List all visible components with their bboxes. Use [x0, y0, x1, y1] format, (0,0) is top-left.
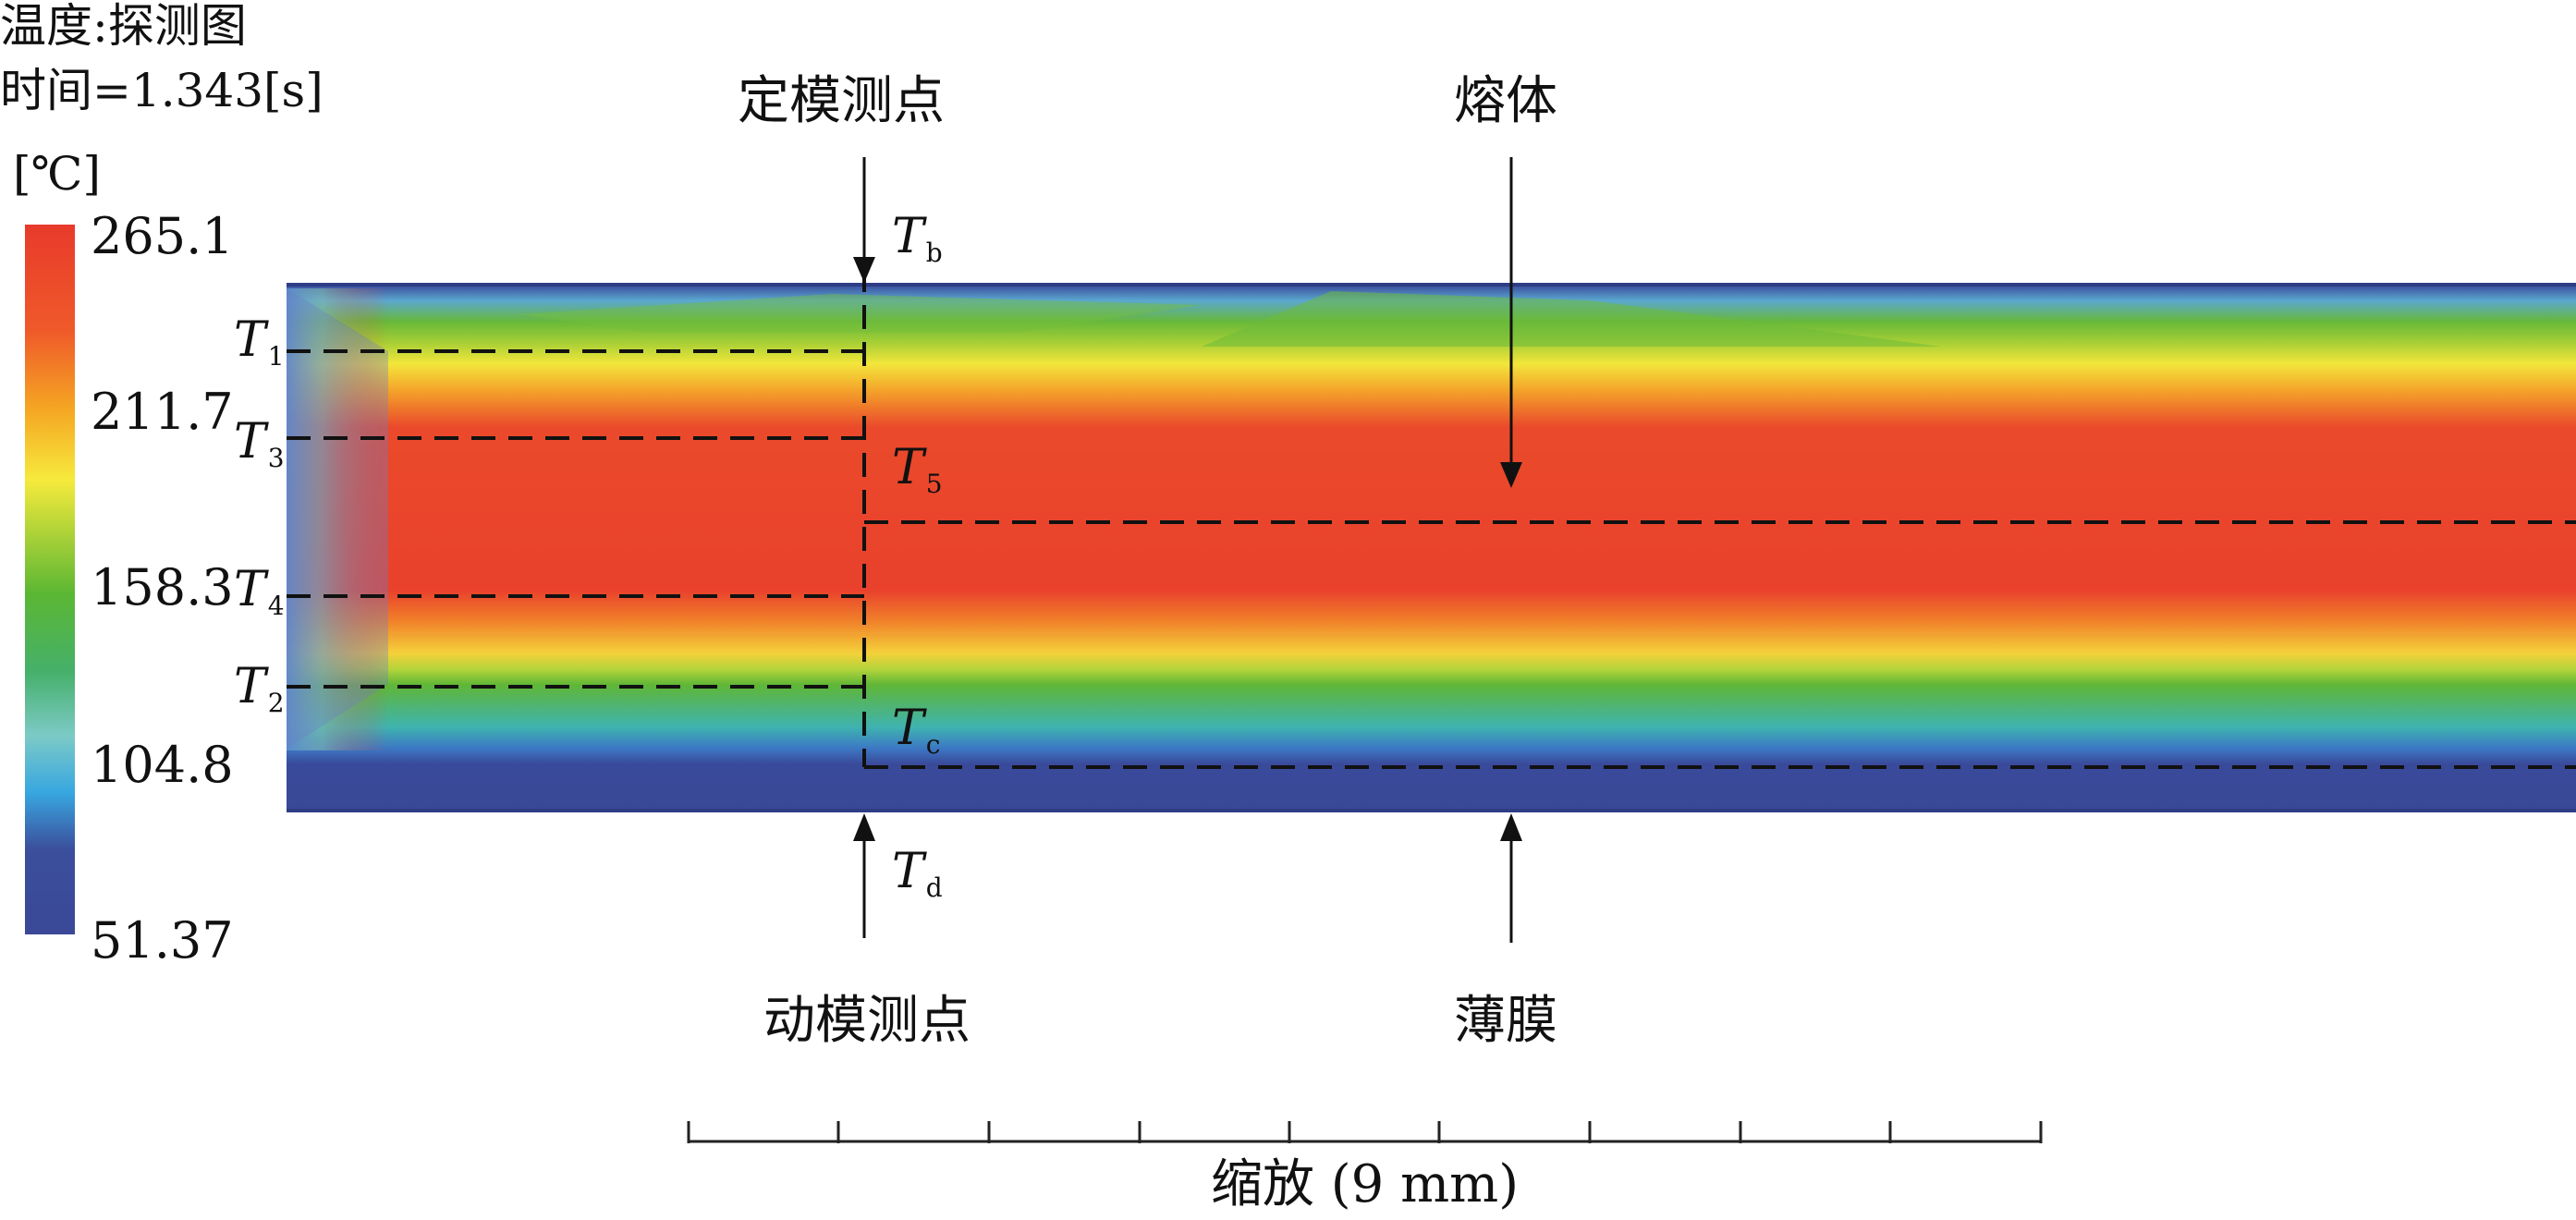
melt-label: 熔体	[1454, 71, 1557, 131]
colorbar-tick-min: 51.37	[91, 911, 234, 970]
colorbar-tick: 104.8	[91, 736, 234, 794]
colorbar-tick-max: 265.1	[91, 207, 234, 265]
field-top-border	[287, 283, 2576, 287]
field-left-edge	[287, 288, 388, 750]
colorbar-tick: 158.3	[91, 558, 234, 616]
probe-label-t5: T5	[892, 440, 943, 499]
time-readout: 时间=1.343[s]	[0, 64, 324, 117]
probe-label-t3: T3	[234, 414, 285, 473]
colorbar-unit: [℃]	[13, 147, 101, 201]
scale-bar	[687, 1121, 2043, 1143]
probe-label-tb: Tb	[892, 209, 943, 268]
probe-lines	[287, 268, 2576, 769]
colorbar	[25, 225, 75, 934]
probe-map-title: 温度:探测图	[0, 0, 247, 53]
probe-label-t2: T2	[234, 659, 285, 718]
field-bottom-border	[287, 809, 2576, 812]
arrow-fixed-mold-head	[853, 257, 875, 283]
arrows	[853, 157, 1522, 943]
top-green-patch-2	[518, 294, 1202, 333]
arrow-moving-mold-head	[853, 813, 875, 841]
arrow-film-head	[1500, 813, 1522, 841]
probe-label-tc: Tc	[892, 701, 941, 760]
top-green-patch	[1202, 291, 1941, 347]
colorbar-tick: 211.7	[91, 383, 234, 441]
film-label: 薄膜	[1454, 991, 1557, 1051]
temperature-field	[287, 285, 2576, 811]
fixed-mold-point-label: 定模测点	[738, 71, 945, 131]
scale-label: 缩放 (9 mm)	[1211, 1154, 1520, 1214]
probe-label-t1: T1	[234, 312, 285, 372]
field-corner-shading	[287, 288, 388, 749]
probe-label-td: Td	[892, 844, 943, 903]
arrow-melt-head	[1500, 462, 1522, 488]
moving-mold-point-label: 动模测点	[763, 991, 971, 1051]
probe-label-t4: T4	[234, 562, 285, 621]
